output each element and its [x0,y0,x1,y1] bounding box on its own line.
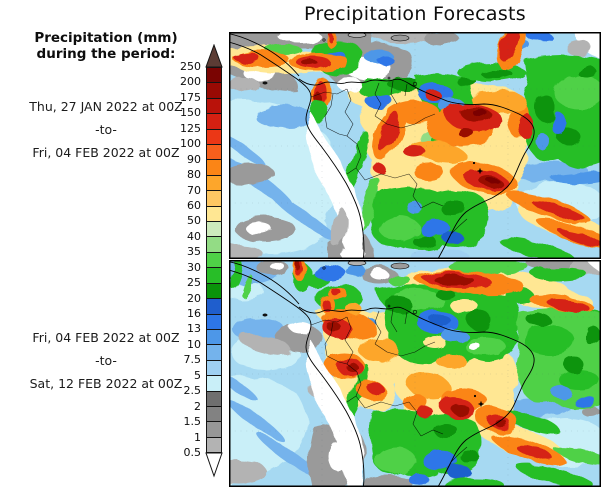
period-2-separator: -to- [95,353,117,368]
colorbar-tick-label: 2 [194,399,201,413]
period-2: Fri, 04 FEB 2022 at 00Z -to- Sat, 12 FEB… [0,331,212,400]
colorbar-segment [206,174,222,192]
city-marker-dot [473,394,477,398]
colorbar-tick-label: 35 [187,245,201,259]
colorbar-segment [206,328,222,346]
colorbar-tick-label: 7.5 [183,353,202,367]
legend-header-line2: during the period: [36,46,176,62]
colorbar-segment [206,298,222,315]
colorbar-arrow-up-icon [205,44,223,68]
colorbar-segment [206,82,222,99]
period-2-start: Fri, 04 FEB 2022 at 00Z [32,330,180,345]
colorbar-tick-label: 25 [187,276,201,290]
legend-header-line1: Precipitation (mm) [34,30,178,46]
colorbar-segment [206,128,222,146]
colorbar-segment [206,236,222,253]
island-speck [262,313,268,317]
city-marker-dot [472,161,476,165]
colorbar-tick-label: 16 [187,307,201,321]
map-frame [229,32,601,259]
map-frame [229,260,601,487]
colorbar-segment [206,67,222,84]
colorbar-segment [206,313,222,330]
colorbar-segment [206,190,222,207]
colorbar-tick-label: 50 [187,214,201,228]
colorbar-tick-label: 20 [187,291,201,305]
period-2-end: Sat, 12 FEB 2022 at 00Z [29,376,183,391]
legend-header: Precipitation (mm) during the period: [0,30,212,62]
island-speck [262,81,268,85]
colorbar-tick-label: 100 [180,137,201,151]
colorbar-tick-label: 0.5 [183,446,202,459]
colorbar-tick-label: 60 [187,198,201,212]
period-1: Thu, 27 JAN 2022 at 00Z -to- Fri, 04 FEB… [0,100,212,169]
colorbar-tick-label: 5 [194,368,201,382]
colorbar-segment [206,205,222,223]
colorbar-segment [206,267,222,284]
page-title: Precipitation Forecasts [304,3,526,25]
colorbar-tick-label: 250 [180,60,201,73]
colorbar-segment [206,421,222,438]
colorbar-tick-label: 40 [187,229,201,243]
colorbar-tick-label: 150 [180,106,201,120]
colorbar-segment [206,375,222,392]
forecast-map-week2 [229,260,601,487]
period-1-end: Fri, 04 FEB 2022 at 00Z [32,145,180,160]
colorbar-segment [206,359,222,377]
colorbar-tick-label: 125 [180,121,201,135]
colorbar-tick-label: 1 [194,430,201,444]
colorbar-segment [206,97,222,115]
precipitation-colorbar: 250 200 175 150 125 100 90 80 70 60 50 40 35 30 25 20 16… [155,44,231,484]
forecast-map-week1 [229,32,601,259]
period-1-start: Thu, 27 JAN 2022 at 00Z [29,99,183,114]
colorbar-arrow-down-icon [205,452,223,478]
colorbar-segment [206,113,222,130]
colorbar-segment [206,282,222,300]
colorbar-segment [206,251,222,269]
colorbar-tick-label: 2.5 [183,384,202,398]
colorbar-tick-label: 13 [187,322,201,336]
period-1-separator: -to- [95,122,117,137]
colorbar-tick-label: 1.5 [183,415,202,429]
colorbar-segments [206,67,222,454]
colorbar-tick-label: 90 [187,152,201,166]
colorbar-segment [206,144,222,161]
colorbar-segment [206,221,222,238]
colorbar-tick-label: 175 [180,90,201,104]
colorbar-segment [206,405,222,423]
colorbar-segment [206,159,222,176]
colorbar-tick-label: 200 [180,75,201,89]
colorbar-segment [206,390,222,407]
colorbar-tick-label: 30 [187,260,201,274]
colorbar-tick-label: 80 [187,168,201,182]
colorbar-tick-label: 10 [187,337,201,351]
colorbar-tick-label: 70 [187,183,201,197]
colorbar-segment [206,436,222,454]
colorbar-segment [206,344,222,361]
